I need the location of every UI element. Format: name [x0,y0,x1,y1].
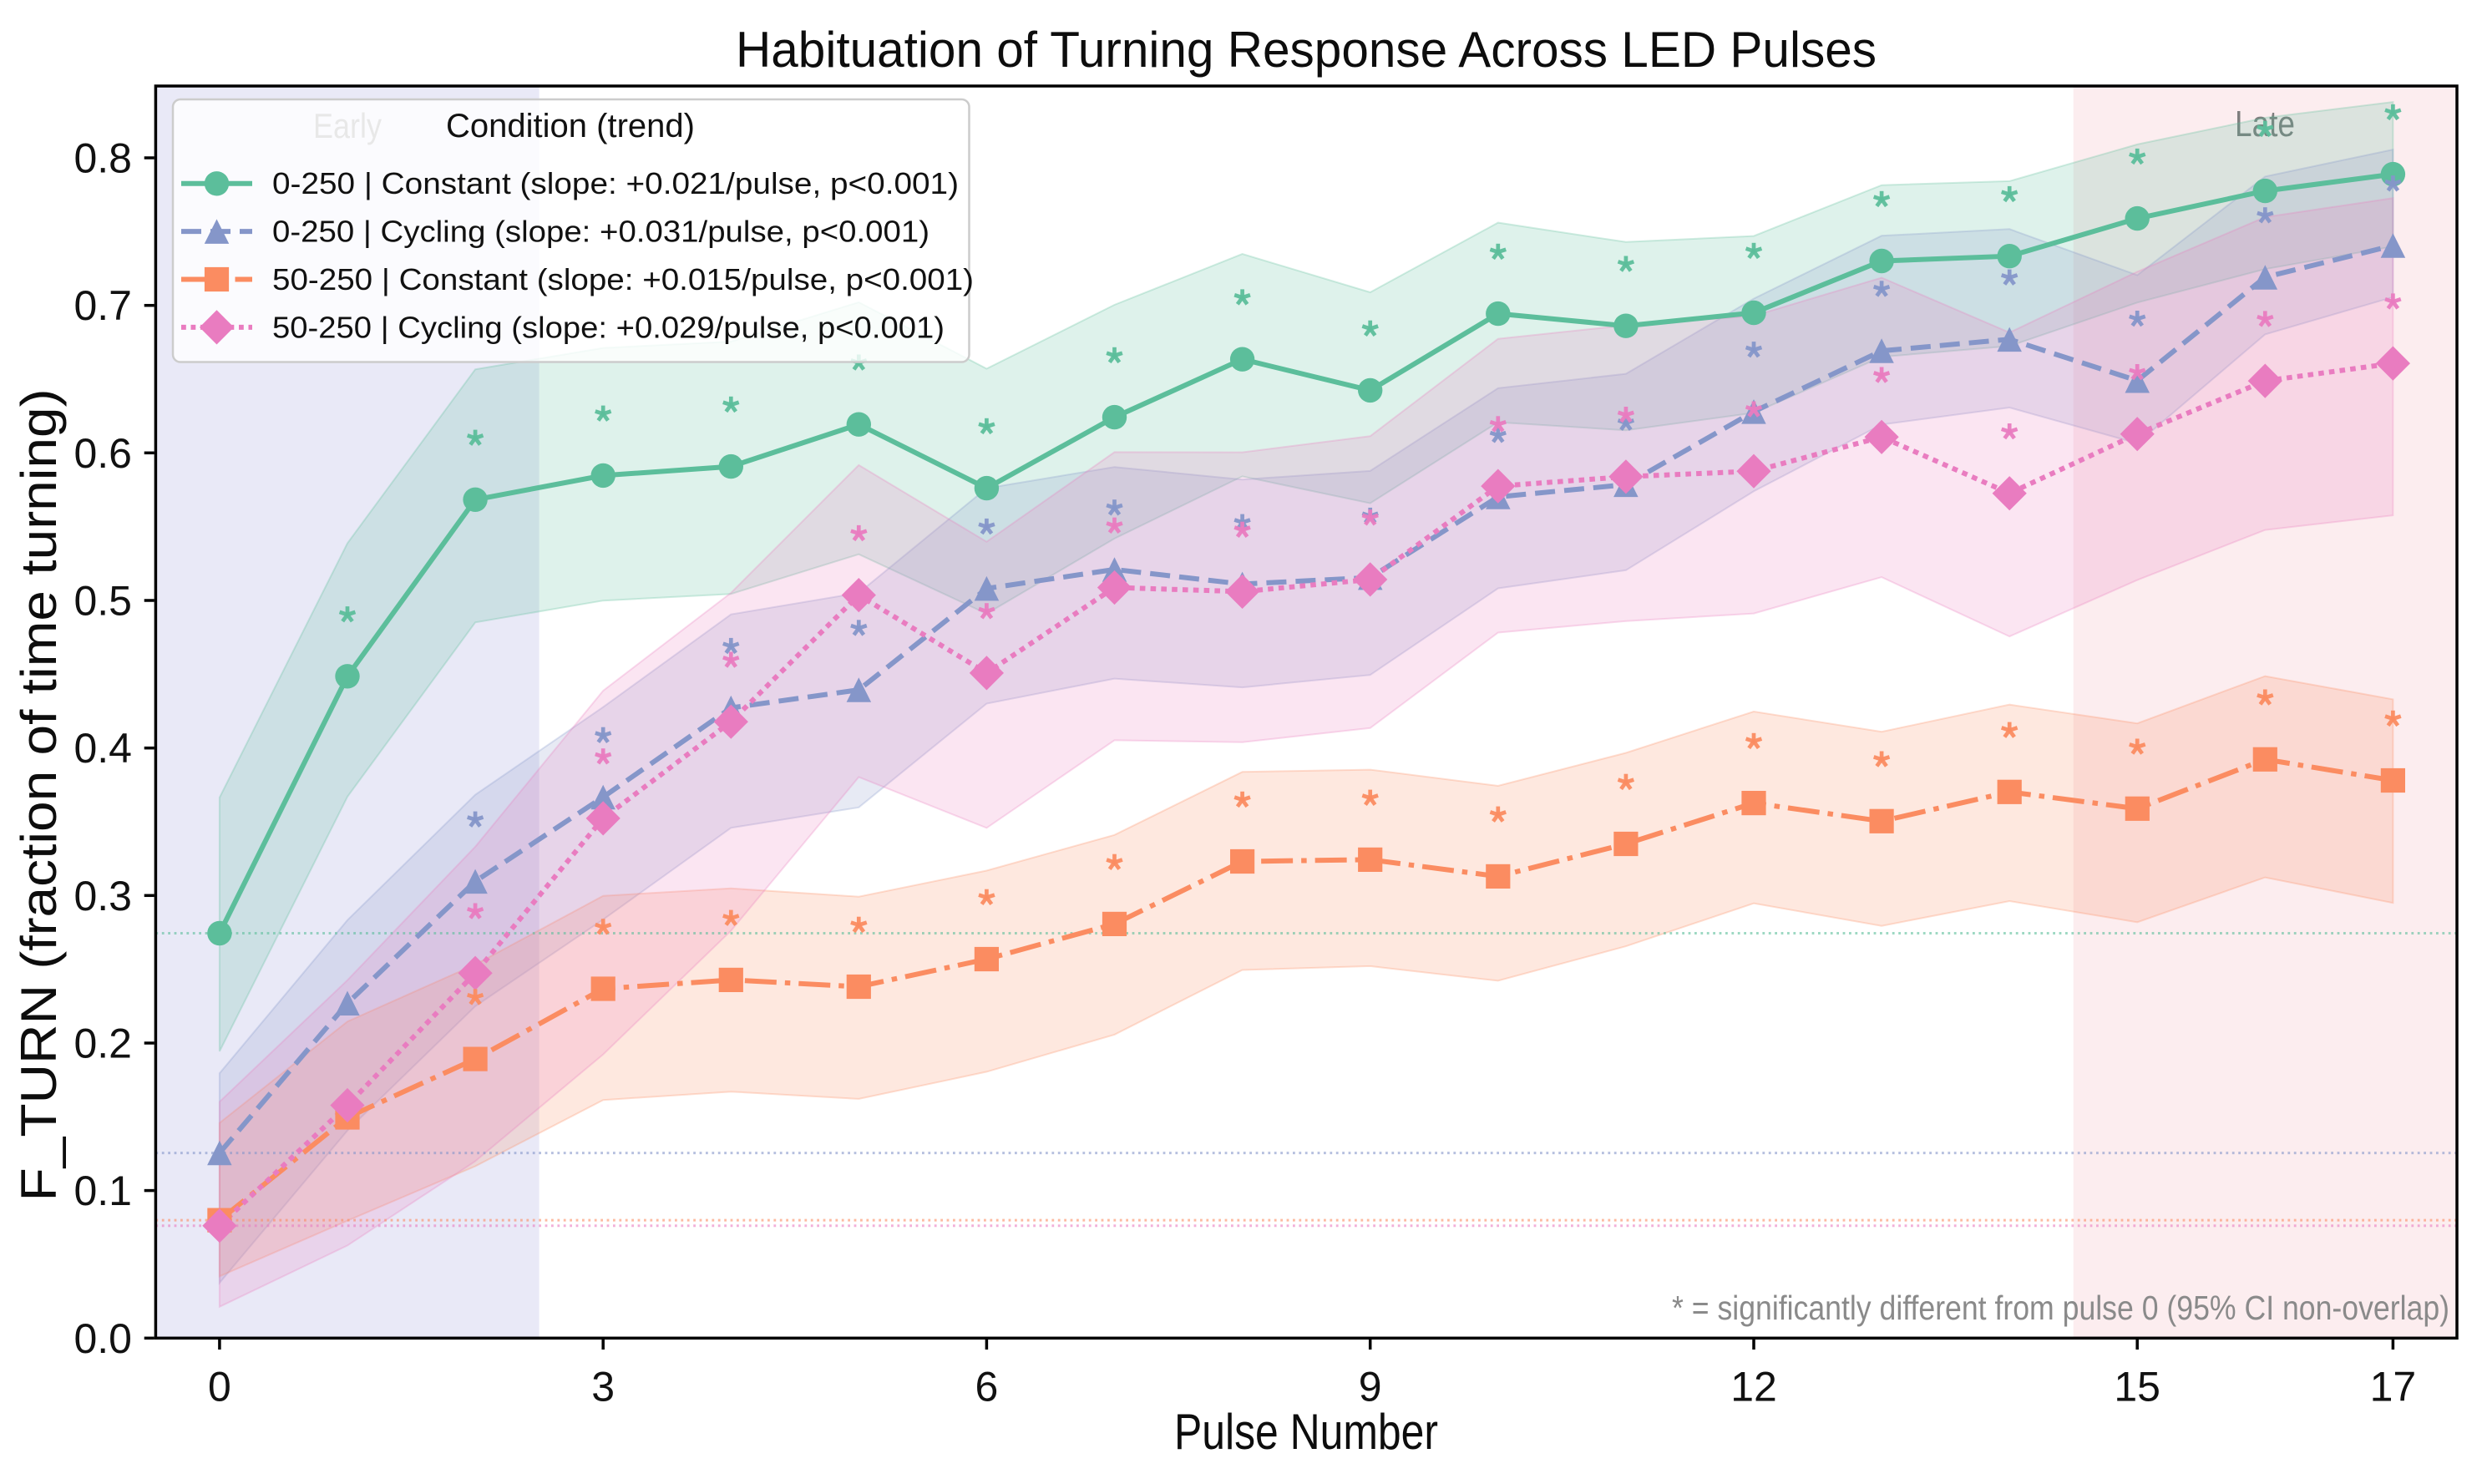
svg-text:Habituation of Turning Respons: Habituation of Turning Response Across L… [736,22,1877,78]
svg-text:0.0: 0.0 [73,1315,132,1362]
svg-text:15: 15 [2114,1364,2160,1411]
svg-text:F_TURN (fraction of time turni: F_TURN (fraction of time turning) [11,389,67,1202]
svg-text:0-250 | Cycling (slope: +0.031: 0-250 | Cycling (slope: +0.031/pulse, p<… [272,215,929,249]
svg-text:0.2: 0.2 [73,1021,132,1067]
svg-text:0.7: 0.7 [73,282,132,329]
svg-text:0.4: 0.4 [73,725,132,772]
svg-text:6: 6 [975,1364,998,1411]
svg-text:0.8: 0.8 [73,135,132,182]
svg-text:0.1: 0.1 [73,1167,132,1214]
svg-text:Condition (trend): Condition (trend) [446,108,695,144]
svg-text:Pulse Number: Pulse Number [1174,1404,1438,1460]
svg-text:3: 3 [591,1364,615,1411]
svg-text:50-250 | Cycling (slope: +0.02: 50-250 | Cycling (slope: +0.029/pulse, p… [272,310,945,344]
svg-text:0: 0 [208,1364,231,1411]
svg-text:0.6: 0.6 [73,430,132,477]
svg-text:0-250 | Constant (slope: +0.02: 0-250 | Constant (slope: +0.021/pulse, p… [272,166,959,200]
svg-text:0.3: 0.3 [73,873,132,919]
svg-text:50-250 | Constant (slope: +0.0: 50-250 | Constant (slope: +0.015/pulse, … [272,262,974,296]
svg-text:0.5: 0.5 [73,578,132,625]
svg-text:12: 12 [1730,1364,1777,1411]
svg-text:9: 9 [1359,1364,1382,1411]
svg-text:17: 17 [2370,1364,2417,1411]
svg-text:* = significantly different fr: * = significantly different from pulse 0… [1672,1289,2449,1327]
